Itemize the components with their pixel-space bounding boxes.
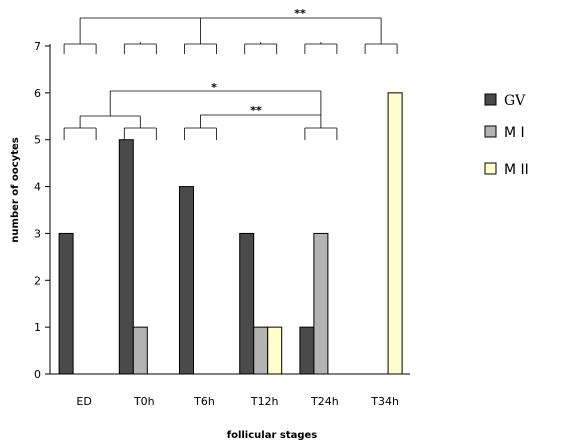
y-axis: 0 1 2 3 4 5 6 7 xyxy=(34,40,51,381)
significance-brackets: ***** xyxy=(63,7,398,140)
bar xyxy=(58,232,74,375)
y-tick-label: 0 xyxy=(34,368,41,381)
y-tick-label: 1 xyxy=(34,321,41,334)
legend-label: M I xyxy=(504,125,525,141)
x-axis-title: follicular stages xyxy=(227,430,318,441)
x-tick-label: T12h xyxy=(250,395,279,408)
y-tick-label: 6 xyxy=(34,87,41,100)
y-tick-label: 3 xyxy=(34,227,41,240)
x-tick-label: T0h xyxy=(133,395,155,408)
legend-swatch xyxy=(484,162,497,175)
bar xyxy=(179,186,194,375)
significance-label: ** xyxy=(250,104,262,117)
bar xyxy=(253,326,269,375)
bar xyxy=(132,326,148,375)
bar xyxy=(267,326,283,375)
bar xyxy=(118,139,134,375)
x-tick-label: T24h xyxy=(310,395,339,408)
bars xyxy=(58,92,403,375)
x-tick-label: T6h xyxy=(193,395,215,408)
legend-swatch xyxy=(484,93,497,106)
significance-label: ** xyxy=(294,7,306,20)
x-tick-label: ED xyxy=(76,395,91,408)
y-tick-label: 2 xyxy=(34,274,41,287)
y-tick-label: 7 xyxy=(34,40,41,53)
bar xyxy=(387,92,403,375)
bar xyxy=(313,232,329,375)
bar xyxy=(239,232,255,375)
legend-label: GV xyxy=(504,93,526,109)
legend-label: M II xyxy=(504,162,529,178)
x-axis: ED T0h T6h T12h T24h T34h xyxy=(50,373,410,408)
y-axis-title: number of oocytes xyxy=(10,137,21,242)
legend-swatch xyxy=(484,125,497,138)
bar xyxy=(299,326,315,375)
y-tick-label: 4 xyxy=(34,181,41,194)
legend: GV M I M II xyxy=(484,93,529,178)
x-tick-label: T34h xyxy=(370,395,399,408)
significance-label: * xyxy=(211,81,217,94)
y-tick-label: 5 xyxy=(34,134,41,147)
